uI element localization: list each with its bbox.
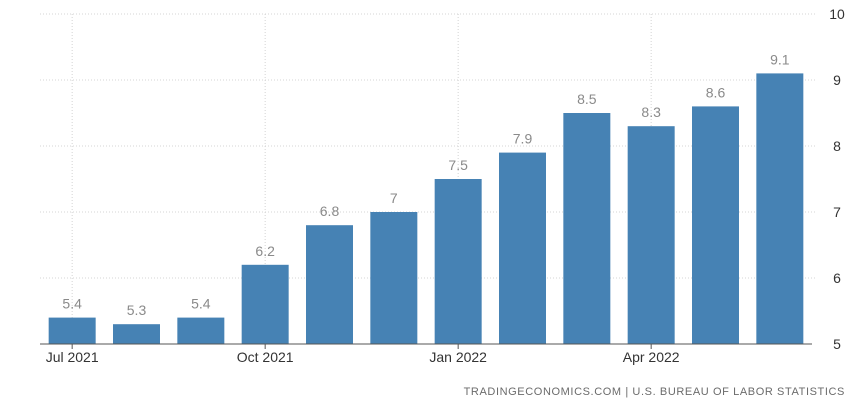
y-tick-label: 8 [833, 138, 841, 154]
data-label: 5.4 [62, 296, 82, 312]
data-label: 8.5 [577, 91, 597, 107]
data-label: 8.3 [641, 104, 661, 120]
y-tick-label: 10 [829, 6, 845, 22]
source-credit: TRADINGECONOMICS.COM | U.S. BUREAU OF LA… [463, 386, 845, 398]
bar [113, 324, 160, 344]
bar [563, 113, 611, 344]
data-label: 8.6 [706, 84, 726, 100]
data-label: 7.9 [513, 131, 533, 147]
x-tick-label: Jan 2022 [429, 349, 487, 365]
data-label: 9.1 [770, 51, 790, 67]
y-tick-label: 6 [833, 270, 841, 286]
x-tick-label: Apr 2022 [623, 349, 680, 365]
data-label: 6.8 [320, 203, 340, 219]
bar [499, 152, 546, 344]
bar [692, 106, 739, 345]
x-tick-label: Oct 2021 [237, 349, 294, 365]
data-label: 7.5 [448, 157, 468, 173]
bar [434, 179, 482, 344]
bar [370, 212, 418, 344]
data-label: 5.4 [191, 296, 211, 312]
data-label: 6.2 [255, 243, 275, 259]
y-tick-label: 5 [833, 336, 841, 352]
data-label: 5.3 [127, 302, 147, 318]
bar [756, 73, 804, 345]
bar [177, 317, 225, 344]
y-tick-label: 7 [833, 204, 841, 220]
x-tick-label: Jul 2021 [46, 349, 99, 365]
bar [48, 317, 96, 344]
y-tick-label: 9 [833, 72, 841, 88]
bar [627, 126, 675, 344]
bar [241, 264, 289, 344]
bar [306, 225, 353, 344]
data-label: 7 [390, 190, 398, 206]
bar-chart: 5 6 7 8 9 10 5.4 5.3 5.4 6.2 6.8 7 7.5 7.9 8.5 8.3 8.6 9.… [40, 6, 845, 365]
